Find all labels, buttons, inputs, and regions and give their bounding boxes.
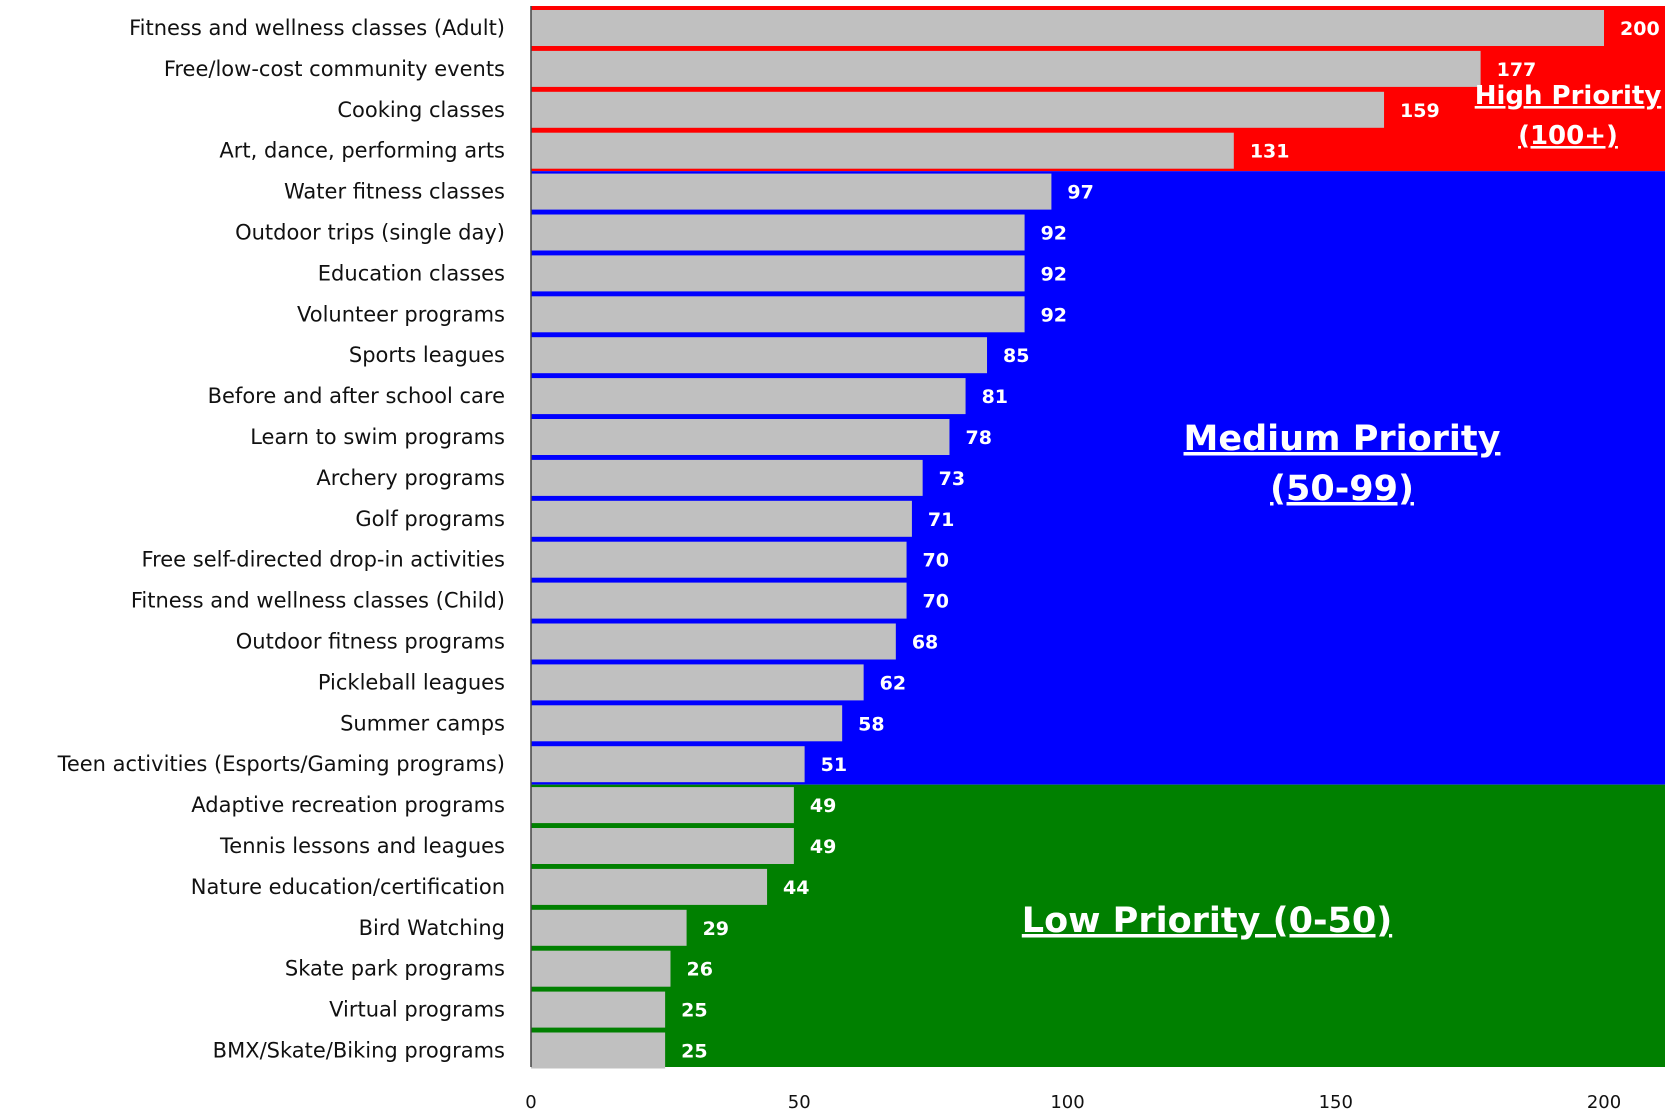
value-label: 71 [928, 509, 954, 531]
value-label: 159 [1400, 100, 1440, 122]
low-priority-label-line-1: Low Priority (0-50) [1022, 901, 1392, 941]
category-label: Water fitness classes [284, 180, 505, 204]
category-label: Fitness and wellness classes (Child) [131, 589, 505, 613]
bar [531, 582, 907, 619]
category-label: Adaptive recreation programs [191, 793, 505, 817]
bar [531, 132, 1234, 169]
bar [531, 909, 687, 946]
bar [531, 337, 988, 374]
category-label: Volunteer programs [297, 302, 505, 326]
zone-labels: High Priority (100+) Medium Priority (50-99… [1022, 81, 1662, 941]
value-label: 26 [686, 959, 712, 981]
category-label: Before and after school care [208, 384, 505, 408]
value-label: 62 [880, 672, 906, 694]
bar [531, 296, 1025, 333]
medium-priority-label-line-2: (50-99) [1270, 469, 1414, 509]
bar [531, 705, 843, 742]
value-label: 70 [923, 550, 949, 572]
value-label: 73 [939, 468, 965, 490]
value-label: 25 [681, 1000, 707, 1022]
category-label: Free self-directed drop-in activities [142, 548, 505, 572]
bar [531, 10, 1604, 46]
category-label: Bird Watching [359, 916, 505, 940]
value-label: 49 [810, 795, 836, 817]
category-label: Free/low-cost community events [164, 57, 505, 81]
value-label: 51 [821, 754, 847, 776]
x-tick-label: 100 [1050, 1092, 1084, 1113]
bar [531, 214, 1025, 251]
category-label: Cooking classes [337, 98, 505, 122]
category-label: Tennis lessons and leagues [219, 834, 505, 858]
category-label: Pickleball leagues [318, 670, 505, 694]
value-label: 177 [1497, 59, 1537, 81]
category-label: Golf programs [355, 507, 505, 531]
value-label: 58 [858, 713, 884, 735]
value-label: 200 [1620, 18, 1660, 40]
x-tick-label: 150 [1319, 1092, 1353, 1113]
bar [531, 746, 805, 783]
value-labels: 2001771591319792929285817873717070686258… [681, 18, 1660, 1063]
bar [531, 173, 1052, 210]
bar [531, 991, 666, 1028]
bar [531, 1032, 666, 1069]
bar [531, 950, 671, 987]
x-tick-label: 0 [525, 1092, 536, 1113]
value-label: 78 [965, 427, 991, 449]
value-label: 25 [681, 1041, 707, 1063]
bar [531, 664, 864, 701]
value-label: 92 [1041, 304, 1067, 326]
category-label: Fitness and wellness classes (Adult) [129, 16, 505, 40]
category-label: Sports leagues [349, 343, 505, 367]
category-label: Virtual programs [329, 998, 505, 1022]
category-labels: Fitness and wellness classes (Adult) Free… [57, 16, 505, 1063]
category-label: Skate park programs [285, 957, 505, 981]
category-label: Nature education/certification [191, 875, 505, 899]
value-label: 131 [1250, 141, 1290, 163]
value-label: 70 [923, 591, 949, 613]
bar [531, 623, 896, 660]
bar [531, 828, 794, 864]
bar [531, 91, 1385, 128]
bar [531, 787, 794, 824]
bar [531, 419, 950, 455]
value-label: 92 [1041, 223, 1067, 245]
bar [531, 868, 768, 905]
category-label: Summer camps [340, 711, 505, 735]
value-label: 97 [1067, 182, 1093, 204]
bar [531, 541, 907, 578]
category-label: Teen activities (Esports/Gaming programs… [57, 752, 505, 776]
high-priority-label-line-1: High Priority [1475, 81, 1662, 111]
bar [531, 500, 912, 537]
category-label: Education classes [318, 261, 505, 285]
high-priority-label-line-2: (100+) [1518, 121, 1618, 151]
category-label: Outdoor fitness programs [236, 630, 505, 654]
value-label: 92 [1041, 263, 1067, 285]
category-label: Art, dance, performing arts [219, 139, 505, 163]
value-label: 29 [703, 918, 729, 940]
bar [531, 255, 1025, 292]
value-label: 44 [783, 877, 809, 899]
x-tick-label: 200 [1587, 1092, 1621, 1113]
bar [531, 50, 1481, 87]
x-axis: 0 50 100 150 200 [525, 6, 1621, 1113]
value-label: 81 [982, 386, 1008, 408]
bars [531, 10, 1604, 1069]
x-tick-label: 50 [788, 1092, 811, 1113]
bar [531, 378, 966, 415]
value-label: 49 [810, 836, 836, 858]
category-label: Learn to swim programs [250, 425, 505, 449]
bar [531, 459, 923, 496]
value-label: 85 [1003, 345, 1029, 367]
medium-priority-label-line-1: Medium Priority [1184, 419, 1501, 459]
category-label: BMX/Skate/Biking programs [213, 1039, 505, 1063]
category-label: Outdoor trips (single day) [235, 221, 505, 245]
value-label: 68 [912, 632, 938, 654]
category-label: Archery programs [316, 466, 505, 490]
